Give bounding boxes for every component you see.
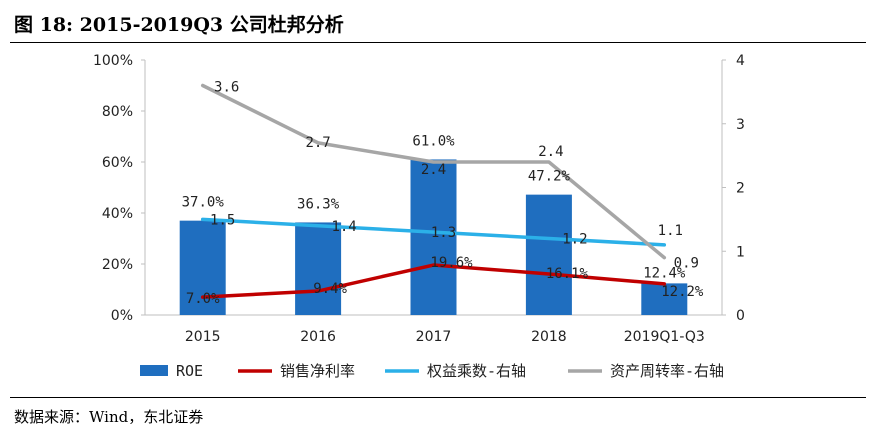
legend-label: 销售净利率 [280, 362, 355, 380]
x-tick-label: 2015 [185, 329, 221, 345]
left-tick-label: 60% [102, 155, 133, 171]
x-tick-label: 2016 [300, 329, 336, 345]
legend-swatch [140, 365, 168, 376]
source-rule [10, 397, 866, 398]
equity-multiplier-data-label: 1.5 [210, 212, 235, 228]
x-tick-label: 2017 [416, 329, 452, 345]
equity-multiplier-data-label: 1.3 [431, 225, 456, 241]
legend-label: 资产周转率-右轴 [610, 362, 724, 380]
asset-turnover-data-label: 2.4 [421, 162, 446, 178]
net-margin-data-label: 19.6% [430, 255, 473, 271]
legend-label: ROE [176, 362, 203, 380]
asset-turnover-data-label: 2.7 [305, 135, 330, 151]
roe-bar [525, 194, 572, 315]
figure-title: 图 18: 2015-2019Q3 公司杜邦分析 [14, 14, 344, 36]
net-margin-data-label: 7.0% [186, 291, 220, 307]
source-note: 数据来源：Wind，东北证券 [14, 408, 204, 426]
net-margin-data-label: 16.1% [546, 266, 589, 282]
equity-multiplier-line [200, 217, 667, 247]
roe-data-label: 37.0% [182, 195, 225, 211]
roe-bar [179, 220, 226, 315]
left-tick-label: 100% [93, 53, 133, 69]
net-margin-line [200, 263, 667, 299]
right-tick-label: 4 [736, 53, 745, 69]
roe-bar [641, 283, 688, 315]
roe-bar [295, 222, 342, 315]
equity-multiplier-data-label: 1.2 [562, 232, 587, 248]
left-tick-label: 0% [111, 308, 133, 324]
right-tick-label: 1 [736, 244, 745, 260]
asset-turnover-data-label: 2.4 [538, 144, 563, 160]
x-tick-label: 2019Q1-Q3 [624, 329, 705, 345]
equity-multiplier-data-label: 1.4 [331, 219, 356, 235]
left-tick-label: 20% [102, 257, 133, 273]
roe-data-label: 36.3% [297, 196, 340, 212]
net-margin-data-label: 12.2% [661, 284, 704, 300]
right-tick-label: 3 [736, 117, 745, 133]
asset-turnover-data-label: 0.9 [674, 256, 699, 272]
equity-multiplier-data-label: 1.1 [658, 223, 683, 239]
right-tick-label: 2 [736, 181, 745, 197]
left-tick-label: 80% [102, 104, 133, 120]
roe-data-label: 47.2% [528, 169, 571, 185]
left-tick-label: 40% [102, 206, 133, 222]
asset-turnover-data-label: 3.6 [214, 80, 239, 96]
title-rule [10, 42, 866, 43]
roe-data-label: 61.0% [412, 133, 455, 149]
right-tick-label: 0 [736, 308, 745, 324]
roe-bar [410, 159, 457, 315]
roe-data-label: 12.4% [643, 265, 686, 281]
legend-label: 权益乘数-右轴 [427, 362, 526, 380]
net-margin-data-label: 9.4% [313, 281, 347, 297]
x-tick-label: 2018 [531, 329, 567, 345]
asset-turnover-line [200, 83, 667, 260]
